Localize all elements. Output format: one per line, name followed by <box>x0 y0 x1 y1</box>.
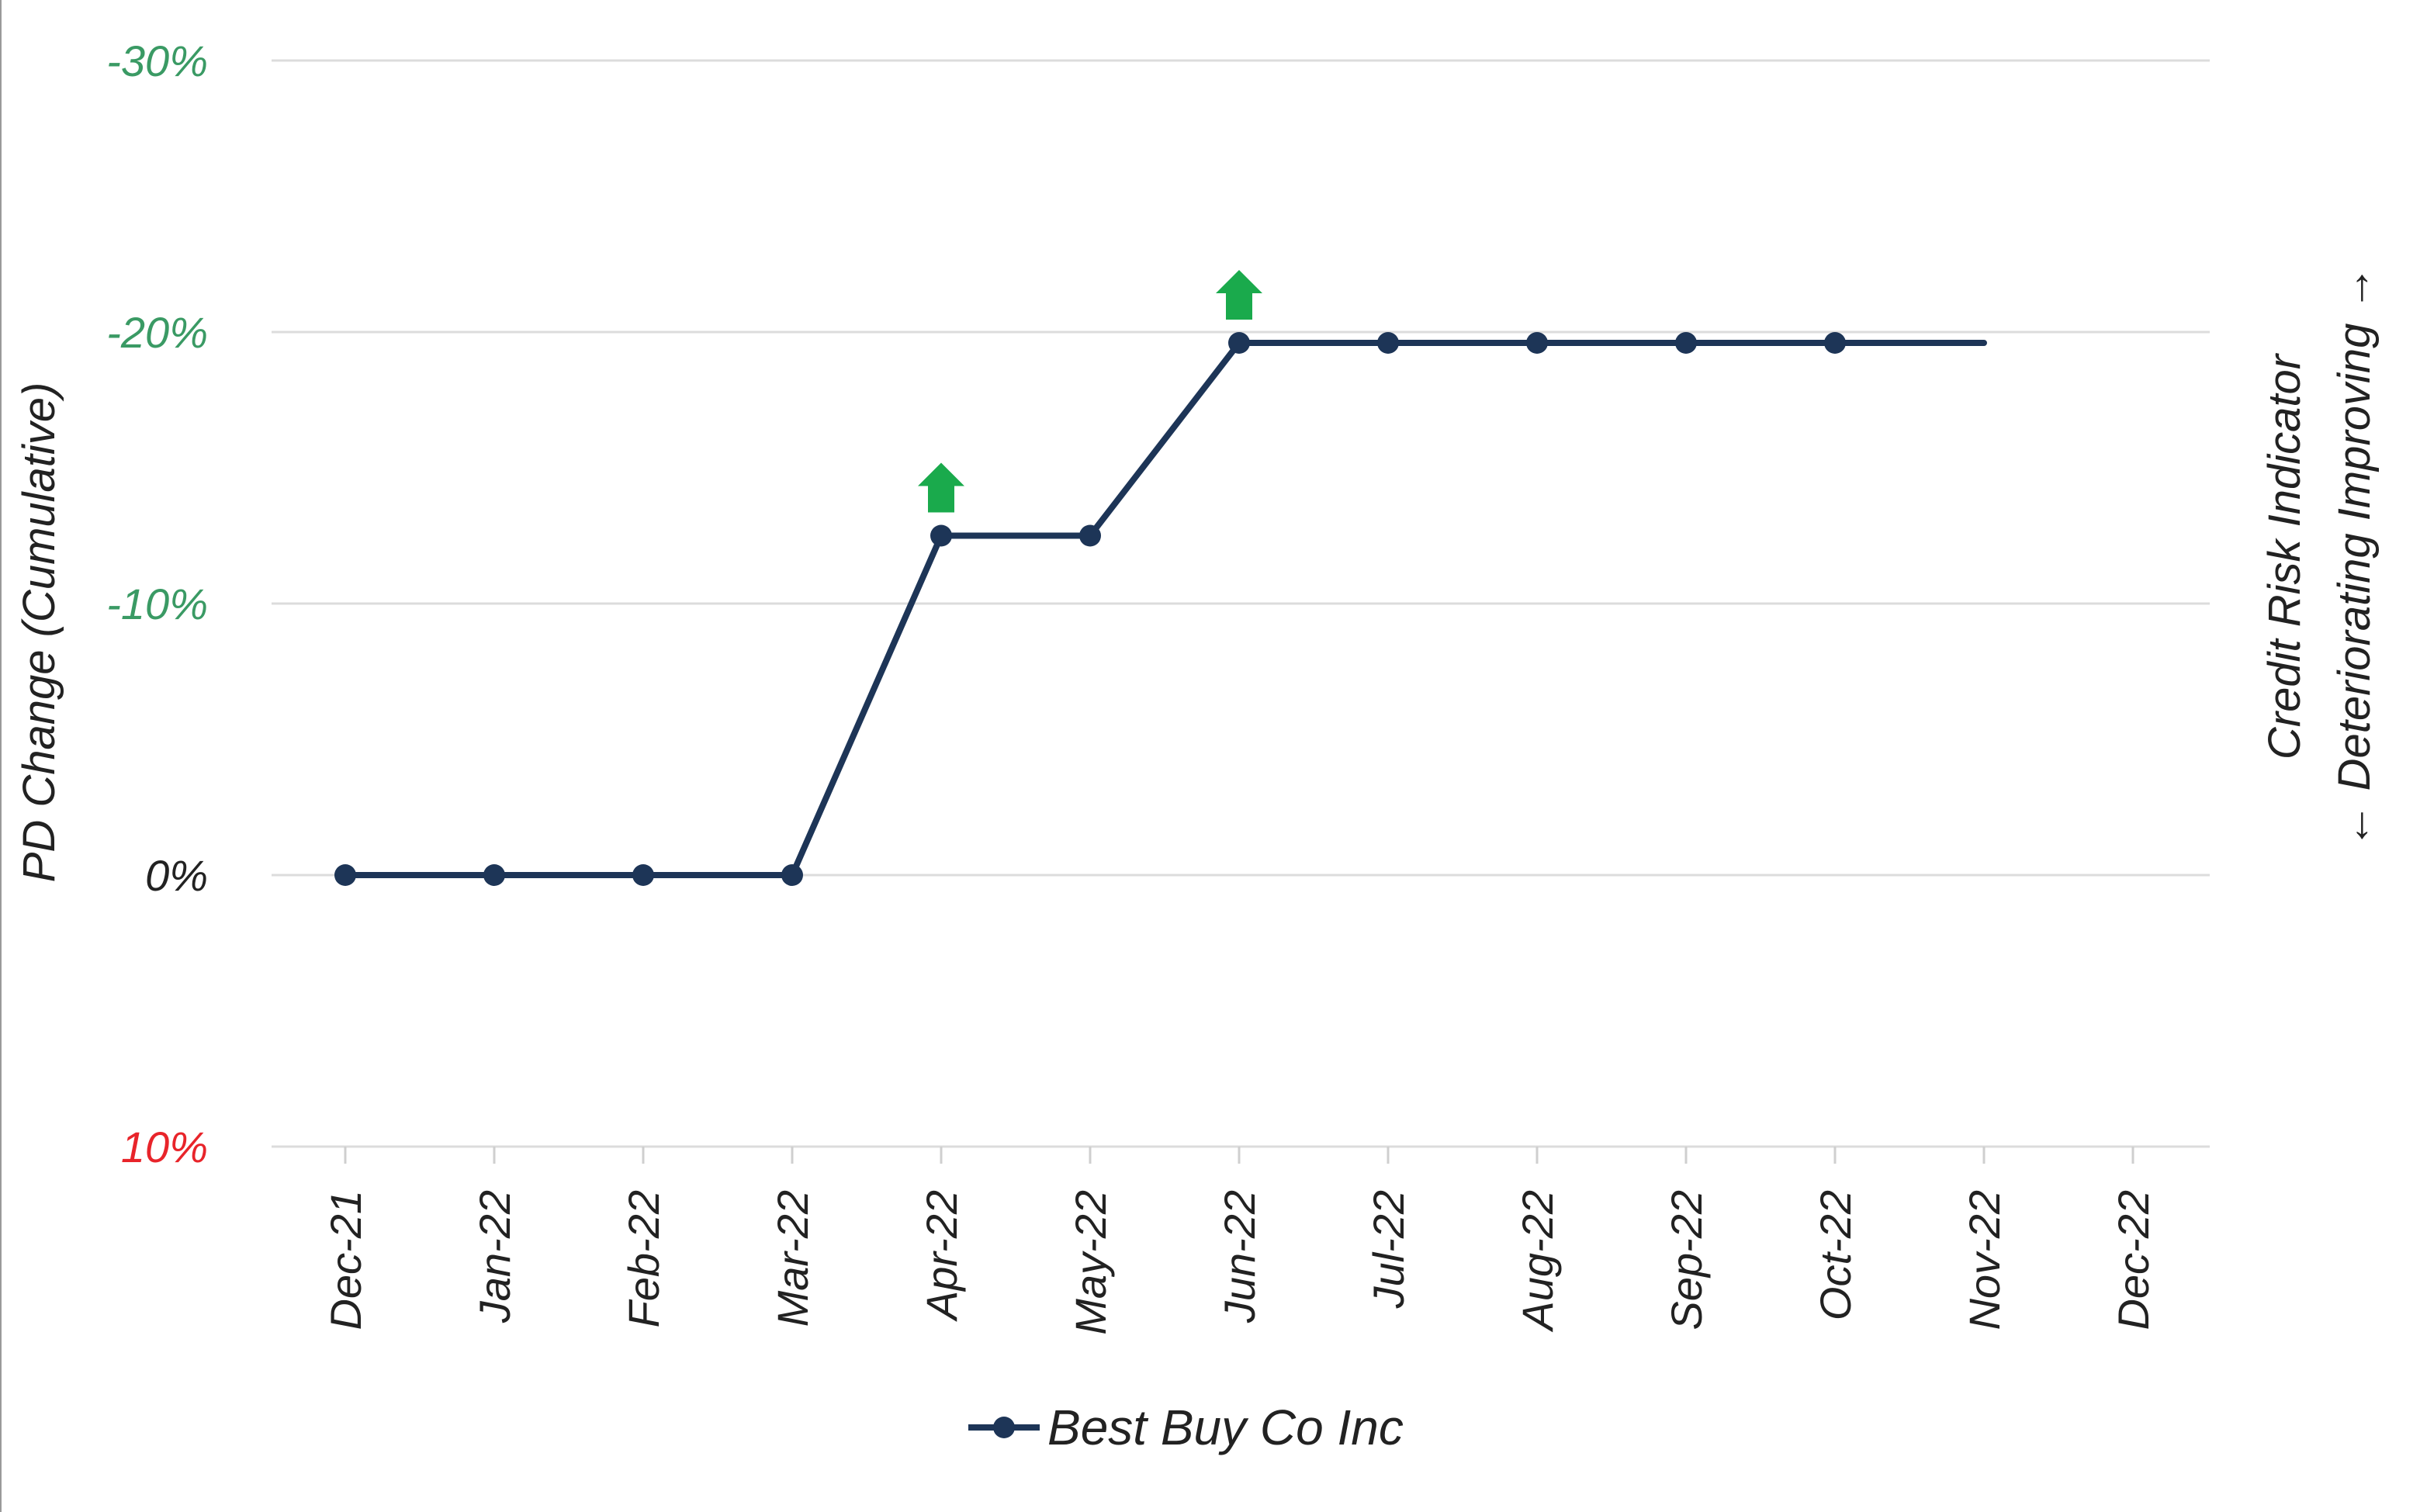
legend-marker-swatch <box>993 1417 1015 1438</box>
x-tick-labels: Dec-21 Jan-22 Feb-22 Mar-22 Apr-22 May-22 Jun-… <box>321 1190 2158 1335</box>
y-axis-label: PD Change (Cumulative) <box>14 382 64 883</box>
data-point-0-1 <box>483 864 505 886</box>
data-point-0-8 <box>1526 332 1548 354</box>
data-point-0-3 <box>781 864 803 886</box>
secondary-axis-label-line2: ← Deteriorating Improving → <box>2329 265 2380 848</box>
x-ticks <box>344 1147 2134 1164</box>
legend-entry-best-buy: Best Buy Co Inc <box>1047 1400 1404 1455</box>
x-tick-label-10: Oct-22 <box>1811 1190 1860 1320</box>
y-tick-label-3: 0% <box>145 851 208 900</box>
x-tick-label-12: Dec-22 <box>2109 1190 2158 1330</box>
grid-lines <box>272 59 2210 1148</box>
secondary-axis-label-line1: Credit Risk Indicator <box>2259 352 2310 759</box>
x-tick-label-3: Mar-22 <box>768 1190 817 1327</box>
x-tick-label-5: May-22 <box>1066 1190 1115 1335</box>
x-tick-label-9: Sep-22 <box>1662 1190 1711 1330</box>
legend: Best Buy Co Inc <box>968 1400 1404 1455</box>
data-point-0-6 <box>1228 332 1250 354</box>
data-point-0-9 <box>1675 332 1697 354</box>
x-tick-label-7: Jul-22 <box>1364 1190 1413 1310</box>
y-tick-label-0: -30% <box>106 36 208 85</box>
x-tick-label-2: Feb-22 <box>619 1190 668 1327</box>
y-tick-label-2: -10% <box>106 580 208 628</box>
series-line-0 <box>342 340 1987 878</box>
x-tick-label-0: Dec-21 <box>321 1190 370 1330</box>
data-point-0-10 <box>1824 332 1846 354</box>
x-tick-label-11: Nov-22 <box>1960 1190 2009 1330</box>
y-tick-label-4: 10% <box>121 1123 208 1171</box>
green-up-arrow-icon-1 <box>1216 270 1262 320</box>
y-tick-labels: -30% -20% -10% 0% 10% <box>106 36 208 1171</box>
left-border <box>0 0 2 1512</box>
green-up-arrow-icon-0 <box>918 462 964 513</box>
x-tick-label-8: Aug-22 <box>1513 1190 1562 1333</box>
data-point-0-4 <box>930 524 952 547</box>
data-point-0-2 <box>632 864 654 886</box>
y-tick-label-1: -20% <box>106 308 208 357</box>
series-points <box>334 332 1846 886</box>
series-lines <box>342 340 1987 878</box>
data-point-0-5 <box>1079 524 1101 547</box>
data-point-0-7 <box>1377 332 1399 354</box>
x-tick-label-6: Jun-22 <box>1215 1190 1264 1323</box>
annotation-arrows <box>918 270 1262 513</box>
x-tick-label-1: Jan-22 <box>470 1190 519 1323</box>
x-tick-label-4: Apr-22 <box>917 1190 966 1322</box>
data-point-0-0 <box>334 864 356 886</box>
